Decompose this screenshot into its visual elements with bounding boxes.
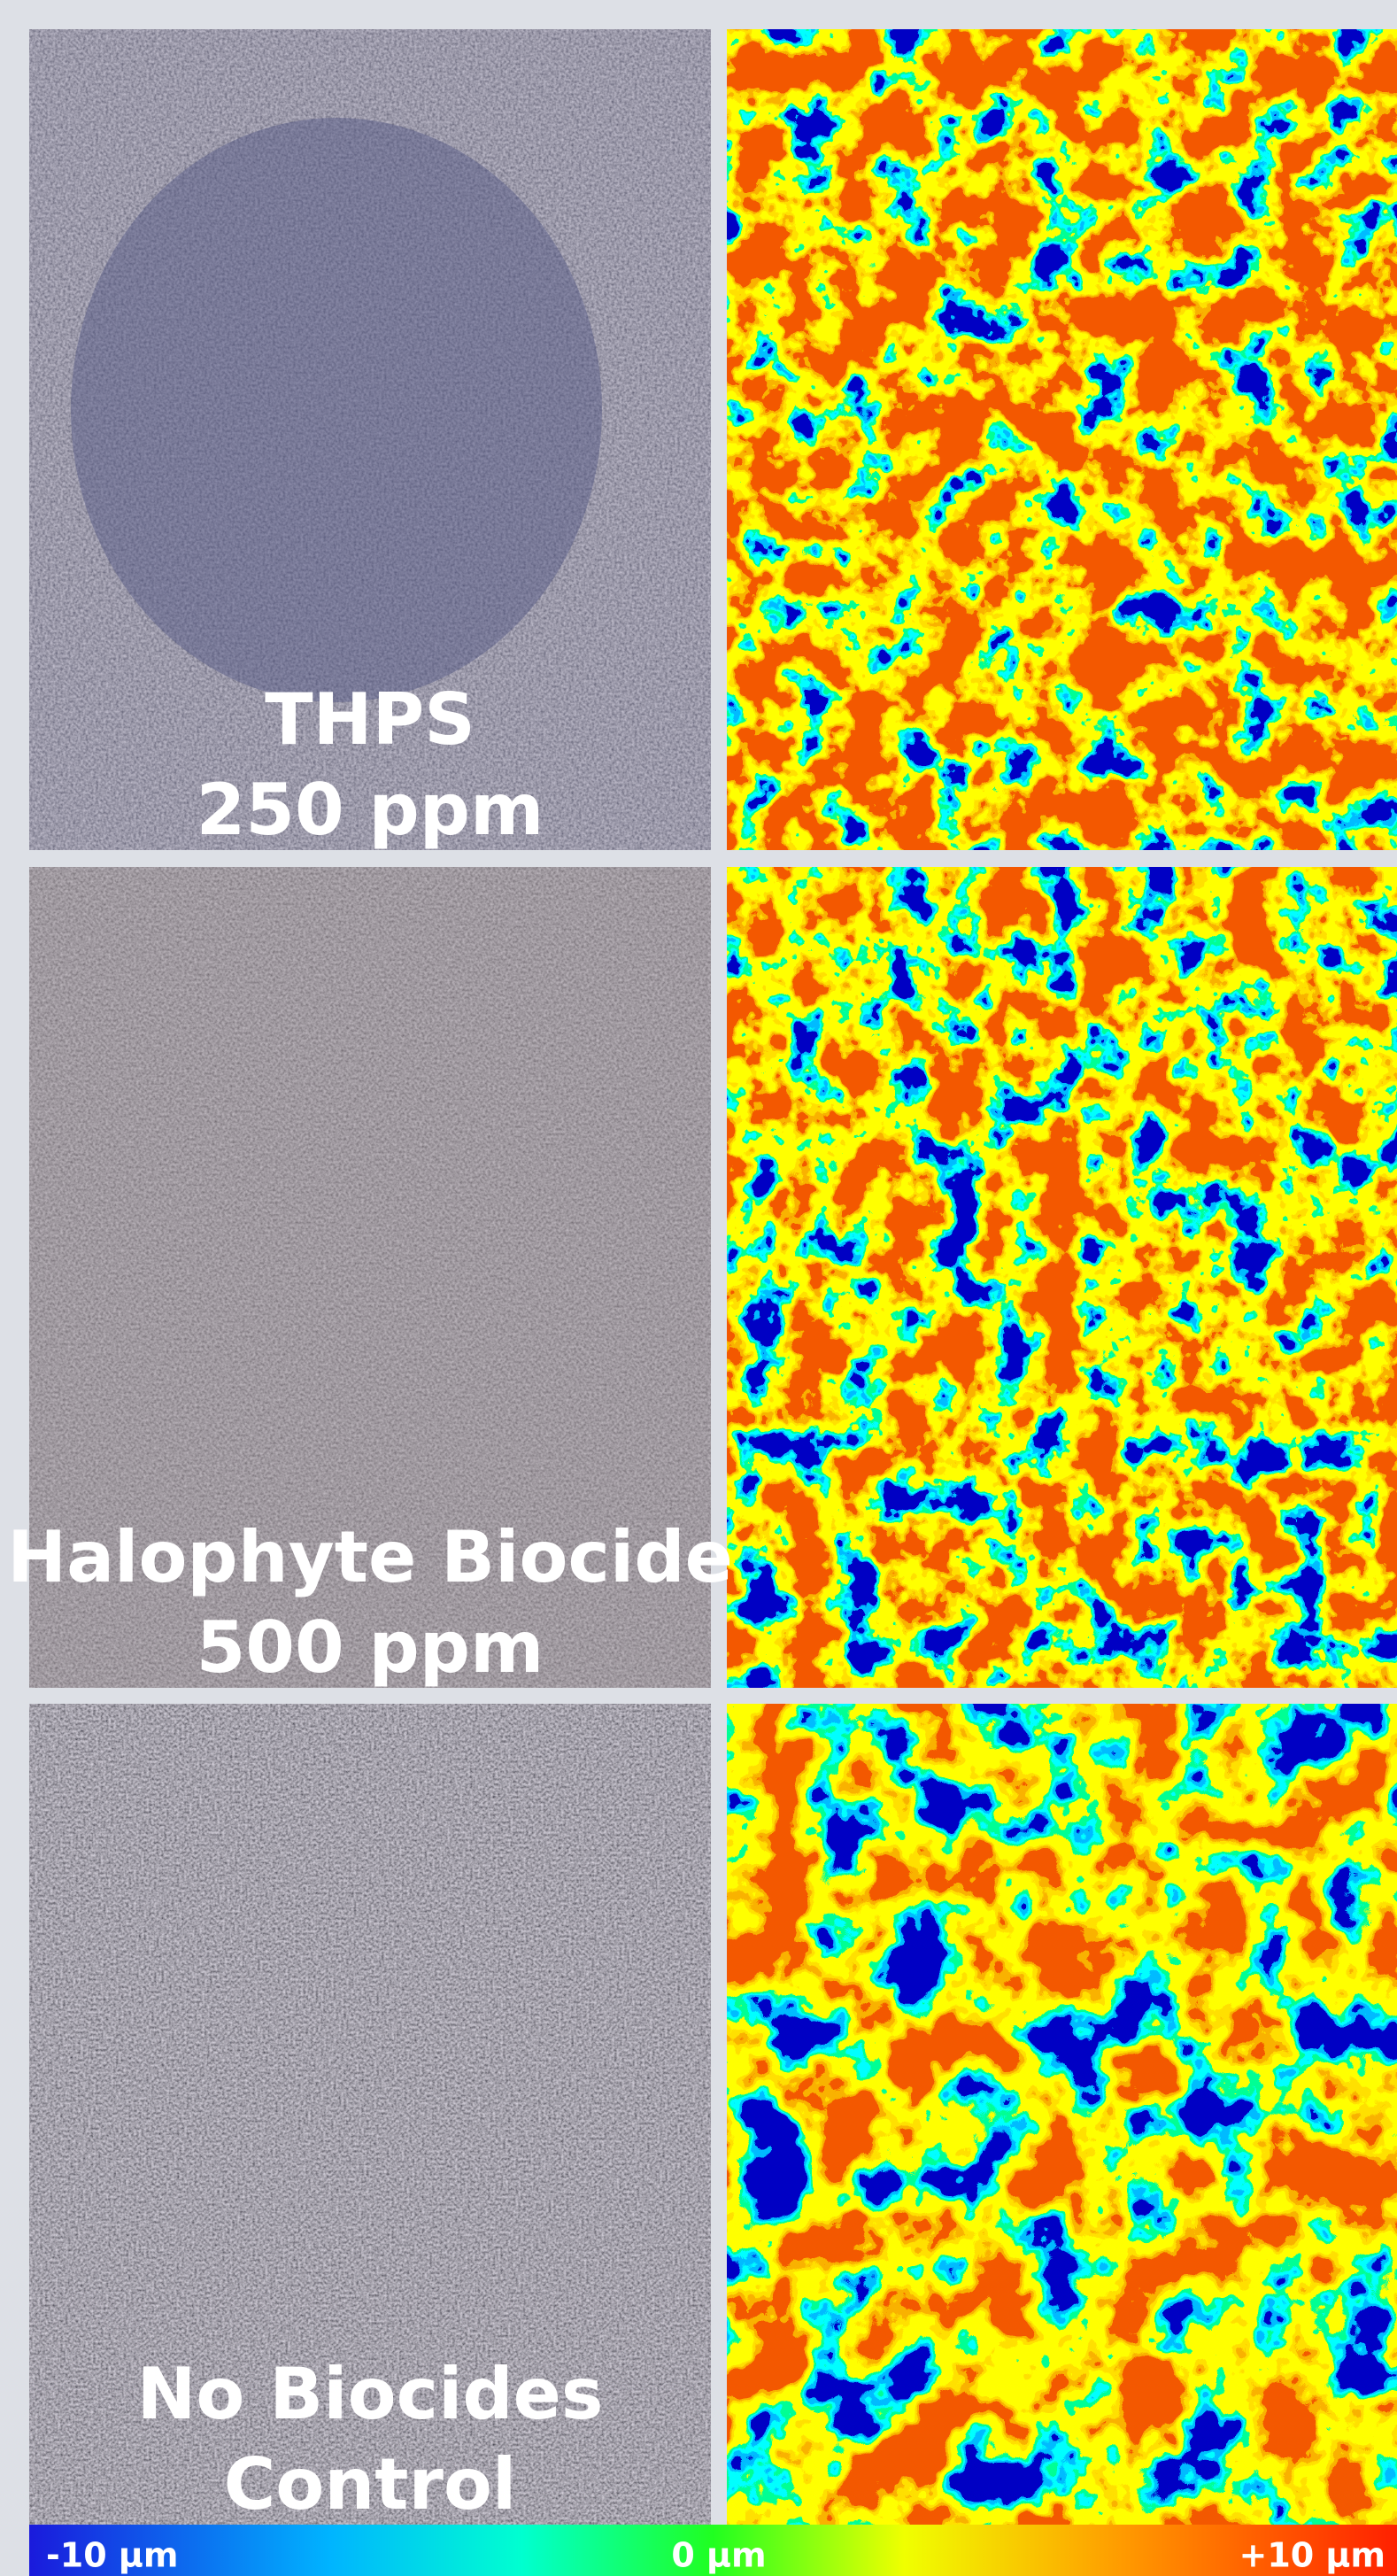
- panel-label: THPS: [265, 678, 475, 761]
- height-map: [727, 867, 1397, 1688]
- panel-label: 250 ppm: [197, 769, 544, 851]
- photo-stain: [71, 118, 602, 702]
- height-map: [727, 1704, 1397, 2525]
- panel-label: Control: [224, 2443, 517, 2526]
- panel-label: 500 ppm: [197, 1606, 544, 1689]
- colorbar-min-label: -10 µm: [46, 2536, 178, 2575]
- colorbar: -10 µm 0 µm +10 µm: [29, 2525, 1397, 2576]
- colorbar-max-label: +10 µm: [1239, 2536, 1385, 2575]
- height-map: [727, 29, 1397, 850]
- panel-label: No Biocides: [136, 2353, 603, 2435]
- page: THPS250 ppm Halophyte Biocide500 ppm No Bi…: [0, 0, 1397, 2576]
- colorbar-mid-label: 0 µm: [671, 2536, 766, 2575]
- panel-label: Halophyte Biocide: [7, 1516, 733, 1598]
- figure: THPS250 ppm Halophyte Biocide500 ppm No Bi…: [0, 0, 1397, 2576]
